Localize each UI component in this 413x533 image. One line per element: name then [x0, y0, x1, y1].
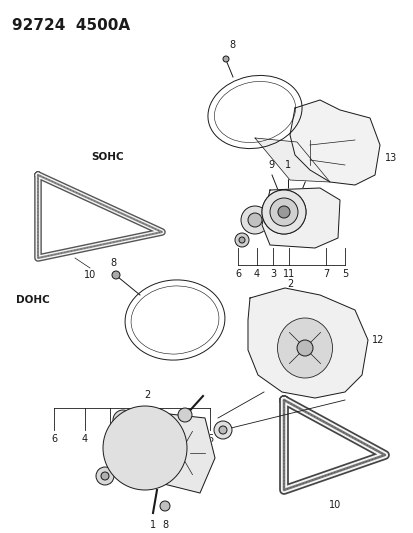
Circle shape	[103, 406, 187, 490]
Circle shape	[277, 206, 289, 218]
Text: 10: 10	[328, 500, 340, 510]
Circle shape	[296, 340, 312, 356]
Circle shape	[261, 190, 305, 234]
Text: 0: 0	[306, 160, 312, 170]
Text: 3: 3	[107, 434, 113, 444]
Circle shape	[261, 190, 305, 234]
Text: 11: 11	[282, 269, 294, 279]
Circle shape	[115, 418, 175, 478]
Circle shape	[101, 472, 109, 480]
Text: 4: 4	[82, 434, 88, 444]
Text: 7: 7	[322, 269, 328, 279]
Text: 92724  4500A: 92724 4500A	[12, 18, 130, 33]
Text: 10: 10	[84, 270, 96, 280]
Text: 7: 7	[157, 434, 163, 444]
Circle shape	[269, 198, 297, 226]
Ellipse shape	[277, 318, 332, 378]
Polygon shape	[254, 138, 329, 182]
Text: 6: 6	[234, 269, 240, 279]
Circle shape	[142, 445, 147, 451]
Circle shape	[159, 501, 170, 511]
Text: 4: 4	[253, 269, 259, 279]
Text: 12: 12	[371, 335, 383, 345]
Text: 8: 8	[110, 258, 116, 268]
Text: 8: 8	[161, 520, 168, 530]
Text: 2: 2	[286, 279, 292, 289]
Circle shape	[269, 198, 297, 226]
Circle shape	[113, 410, 133, 430]
Polygon shape	[247, 288, 367, 398]
Circle shape	[112, 271, 120, 279]
Text: 2: 2	[144, 390, 150, 400]
Text: SOHC: SOHC	[91, 152, 123, 162]
Circle shape	[127, 430, 163, 466]
Circle shape	[96, 467, 114, 485]
Text: 5: 5	[341, 269, 347, 279]
Circle shape	[277, 206, 289, 218]
Text: 3: 3	[269, 269, 275, 279]
Text: 5: 5	[206, 434, 213, 444]
Circle shape	[240, 206, 268, 234]
Text: 8: 8	[228, 40, 235, 50]
Text: 9: 9	[137, 434, 143, 444]
Text: 1: 1	[150, 520, 156, 530]
Polygon shape	[261, 188, 339, 248]
Text: 9: 9	[267, 160, 273, 170]
Circle shape	[137, 440, 153, 456]
Circle shape	[214, 421, 231, 439]
Polygon shape	[145, 413, 214, 493]
Polygon shape	[289, 100, 379, 185]
Circle shape	[218, 426, 226, 434]
Circle shape	[235, 233, 248, 247]
Text: 1: 1	[284, 160, 290, 170]
Text: 13: 13	[384, 153, 396, 163]
Circle shape	[247, 213, 261, 227]
Text: DOHC: DOHC	[16, 295, 50, 305]
Circle shape	[118, 415, 128, 425]
Text: 6: 6	[51, 434, 57, 444]
Circle shape	[178, 408, 192, 422]
Circle shape	[238, 237, 244, 243]
Circle shape	[223, 56, 228, 62]
